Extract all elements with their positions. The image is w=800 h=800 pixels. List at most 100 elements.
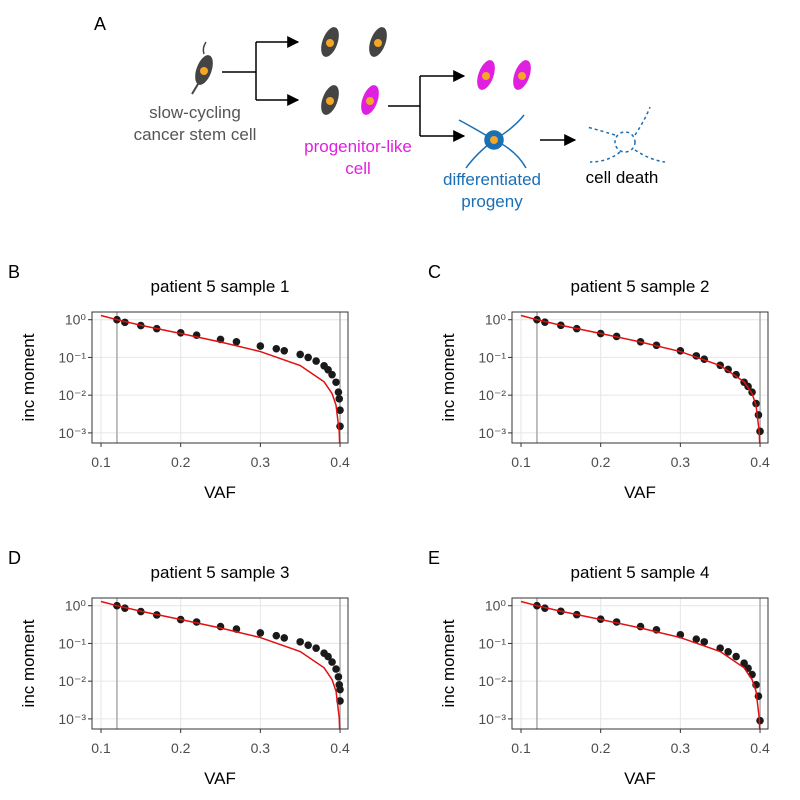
x-tick-label: 0.3 (251, 740, 271, 756)
y-axis-label: inc moment (19, 619, 38, 707)
data-point (336, 406, 344, 414)
panel-label: A (94, 14, 106, 34)
data-point (332, 378, 340, 387)
data-point (304, 353, 312, 362)
data-point (324, 652, 332, 661)
data-point (328, 658, 336, 666)
progenitor-label: progenitor-like (304, 137, 412, 156)
x-tick-label: 0.2 (591, 740, 611, 756)
data-point (312, 644, 320, 652)
y-tick-label: 10⁰ (65, 598, 87, 614)
panel-label: B (8, 262, 20, 282)
fit-line (520, 314, 761, 443)
x-tick-label: 0.3 (251, 454, 271, 470)
y-axis-label: inc moment (439, 333, 458, 421)
diagram: A slow-cycling (94, 14, 666, 211)
data-point (335, 395, 344, 403)
data-point (304, 641, 312, 649)
x-axis-label: VAF (204, 769, 236, 788)
y-tick-label: 10⁻² (58, 387, 86, 403)
x-axis-label: VAF (624, 769, 656, 788)
stem-label: cancer stem cell (134, 125, 257, 144)
data-point (296, 350, 304, 359)
plot-bg (512, 312, 768, 443)
fit-line (100, 314, 341, 443)
cell-icon (321, 27, 387, 115)
data-point (280, 634, 289, 642)
diff-label: differentiated (443, 170, 541, 189)
y-tick-label: 10⁻¹ (58, 349, 86, 365)
plot-border (91, 311, 349, 444)
data-point (334, 388, 343, 396)
data-point (272, 344, 281, 353)
y-tick-label: 10⁻³ (478, 711, 506, 727)
panel-label: E (428, 548, 440, 568)
x-tick-label: 0.2 (171, 454, 191, 470)
cell-icon (361, 60, 531, 115)
fit-line (100, 600, 341, 729)
plot-border (511, 597, 769, 730)
plot-border (511, 311, 769, 444)
data-point (700, 638, 709, 646)
x-tick-label: 0.1 (511, 740, 531, 756)
data-point (280, 346, 289, 355)
y-axis-label: inc moment (439, 619, 458, 707)
x-tick-label: 0.4 (750, 740, 770, 756)
chart-title: patient 5 sample 1 (151, 277, 290, 296)
y-tick-label: 10⁻² (478, 387, 506, 403)
data-point (232, 337, 241, 346)
x-axis-label: VAF (624, 483, 656, 502)
x-tick-label: 0.1 (91, 454, 111, 470)
y-tick-label: 10⁻³ (478, 425, 506, 441)
x-tick-label: 0.4 (330, 740, 350, 756)
data-point (724, 648, 732, 656)
x-tick-label: 0.3 (671, 740, 691, 756)
chart-title: patient 5 sample 2 (571, 277, 710, 296)
y-tick-label: 10⁰ (485, 312, 507, 328)
x-tick-label: 0.2 (171, 740, 191, 756)
chart-title: patient 5 sample 3 (151, 563, 290, 582)
y-tick-label: 10⁻³ (58, 711, 86, 727)
data-point (272, 631, 281, 640)
x-axis-label: VAF (204, 483, 236, 502)
x-tick-label: 0.1 (91, 740, 111, 756)
data-point (312, 357, 320, 365)
x-tick-label: 0.1 (511, 454, 531, 470)
x-tick-label: 0.4 (330, 454, 350, 470)
x-tick-label: 0.2 (591, 454, 611, 470)
panel-label: D (8, 548, 21, 568)
chart-title: patient 5 sample 4 (571, 563, 710, 582)
data-point (732, 652, 740, 661)
data-point (756, 427, 764, 436)
x-tick-label: 0.4 (750, 454, 770, 470)
plot-bg (512, 598, 768, 729)
plot-border (91, 597, 349, 730)
progenitor-label: cell (345, 159, 371, 178)
diff-label: progeny (461, 192, 523, 211)
y-tick-label: 10⁻³ (58, 425, 86, 441)
diff-cell-icon (458, 114, 527, 169)
data-point (256, 342, 265, 350)
data-point (716, 644, 724, 652)
data-point (754, 411, 763, 419)
y-tick-label: 10⁻¹ (478, 635, 506, 651)
y-tick-label: 10⁻¹ (478, 349, 506, 365)
data-point (332, 665, 340, 673)
plot-bg (92, 312, 348, 443)
y-tick-label: 10⁰ (485, 598, 507, 614)
arrows (222, 36, 577, 146)
y-axis-label: inc moment (19, 333, 38, 421)
stem-label: slow-cycling (149, 103, 241, 122)
data-point (256, 629, 265, 637)
data-point (692, 635, 701, 643)
data-point (336, 685, 344, 694)
y-tick-label: 10⁻² (478, 673, 506, 689)
x-tick-label: 0.3 (671, 454, 691, 470)
y-tick-label: 10⁰ (65, 312, 87, 328)
data-point (740, 659, 748, 667)
